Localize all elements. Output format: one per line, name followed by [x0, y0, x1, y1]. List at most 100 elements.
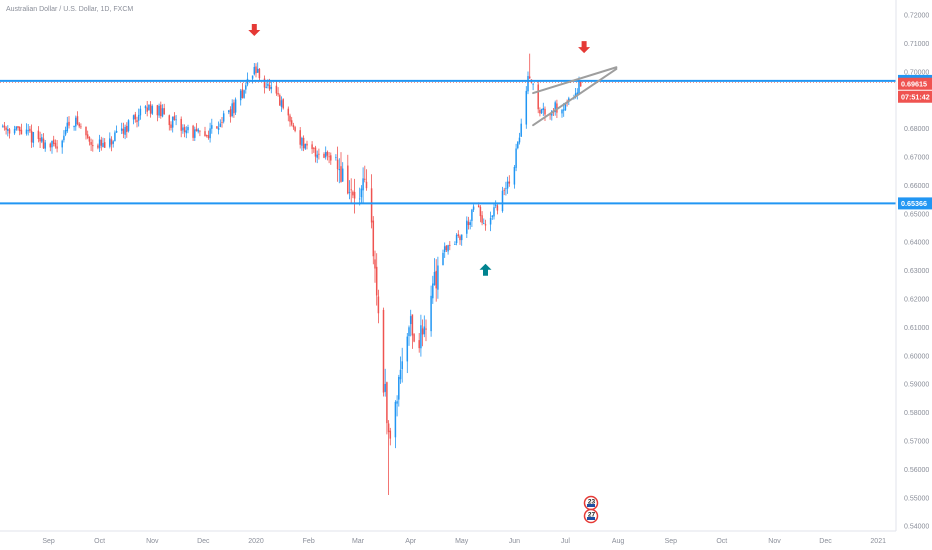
candle [396, 395, 398, 417]
candle [409, 309, 412, 337]
candle [389, 427, 392, 446]
candle-body [231, 103, 233, 116]
candle-body [289, 115, 291, 122]
event-badge[interactable]: 27 [583, 508, 599, 524]
candle [335, 154, 337, 161]
candle-body [1, 126, 4, 128]
candle-body [408, 327, 410, 337]
candle-body [466, 220, 468, 234]
candle [564, 103, 567, 111]
candle-body [44, 142, 46, 149]
candle-body [358, 198, 361, 200]
flag-icon [587, 517, 595, 520]
candle [199, 130, 201, 137]
candle-body [73, 125, 75, 128]
candle [246, 72, 249, 87]
candle [13, 125, 16, 135]
candle-body [467, 221, 470, 226]
candle-body [576, 92, 579, 95]
candle [561, 108, 563, 118]
candle-body [127, 120, 130, 132]
candle-body [183, 126, 186, 133]
candle [306, 140, 308, 150]
candle [340, 152, 342, 183]
event-badge[interactable]: 23 [583, 495, 599, 511]
candle [126, 122, 128, 138]
candle-body [86, 134, 89, 138]
candle [8, 127, 11, 139]
candle-body [301, 137, 303, 146]
candle-body [66, 122, 69, 132]
candle-body [532, 83, 534, 85]
candle [540, 108, 543, 114]
time-tick-label: Feb [303, 538, 315, 545]
candle [132, 114, 135, 125]
candle-body [124, 126, 126, 135]
candle [221, 117, 223, 128]
candle-body [78, 123, 80, 127]
candle-body [481, 215, 483, 223]
candle [374, 250, 376, 283]
candle [341, 162, 344, 183]
candle [251, 75, 254, 84]
price-tick-label: 0.71000 [904, 41, 929, 48]
candle [418, 333, 420, 353]
candle-body [275, 85, 278, 94]
candle [183, 124, 186, 138]
candle-body [209, 128, 211, 139]
candle-body [483, 223, 485, 225]
candle-body [364, 178, 366, 180]
candle-body [316, 154, 318, 158]
candle [382, 307, 385, 397]
candle-body [477, 205, 480, 208]
candle-body [579, 80, 582, 87]
candle-body [443, 246, 446, 253]
candle-body [386, 382, 388, 424]
candle-body [41, 137, 43, 142]
candle [124, 124, 126, 140]
candle-body [217, 127, 220, 130]
candle [32, 131, 35, 148]
candle-body [136, 120, 138, 123]
candle [513, 164, 516, 189]
candle [109, 132, 111, 149]
candle-body [187, 127, 189, 131]
candle [484, 219, 487, 231]
candle-body [372, 220, 375, 257]
candle-body [432, 283, 434, 299]
candle [399, 356, 402, 384]
candle [182, 124, 184, 134]
candle [73, 125, 75, 131]
countdown-tag: 07:51:42 [901, 92, 930, 101]
event-badges[interactable]: 23 27 [583, 495, 599, 524]
candle [454, 241, 456, 246]
candle-body [518, 137, 521, 143]
time-axis[interactable]: Sep Oct Nov Dec 2020 Feb Mar Apr May Jun Jul Aug Sep… [0, 530, 896, 550]
price-tick-label: 0.62000 [904, 297, 929, 304]
candle [493, 202, 495, 220]
candle [469, 219, 471, 230]
candle-body [306, 143, 308, 146]
candle [160, 101, 162, 119]
time-tick-label: Dec [197, 538, 210, 545]
candle [525, 86, 528, 129]
candle [231, 99, 233, 118]
candle-body [348, 192, 351, 193]
candle [489, 211, 492, 232]
candle [457, 230, 460, 238]
price-tick-label: 0.70000 [904, 69, 929, 76]
drawings-layer [248, 24, 618, 276]
candle [360, 185, 363, 205]
candle-body [134, 114, 137, 120]
candle [353, 178, 356, 214]
candle-body [287, 108, 290, 116]
candle [41, 133, 43, 144]
candle-body [420, 325, 422, 349]
candle-body [146, 107, 148, 112]
candle-body [103, 142, 106, 148]
candle [136, 116, 138, 128]
candle [161, 104, 164, 118]
candle [515, 143, 517, 172]
candle-body [197, 129, 199, 132]
